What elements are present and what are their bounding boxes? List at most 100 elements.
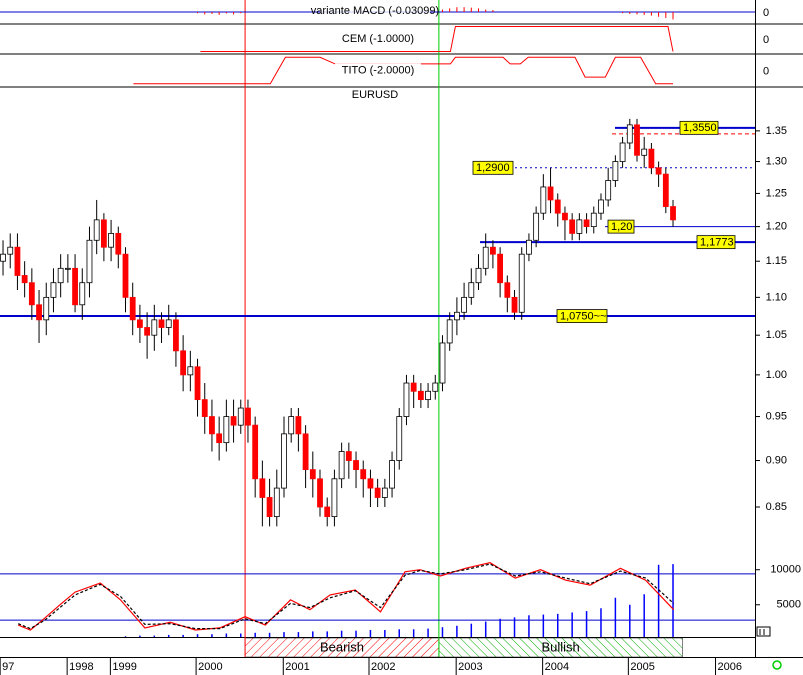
candle-body [598,199,604,214]
candle-body [583,219,590,228]
candle-body [367,478,374,489]
title-bg [335,63,421,77]
indicator-bar [485,9,487,12]
candle-body [187,366,194,376]
indicator-bar [629,12,631,14]
indicator-bar [492,10,494,12]
candle-body [634,124,640,156]
x-tick-label: 2004 [545,661,569,673]
candle-body [230,416,237,426]
candle-body [64,267,71,270]
x-tick-label: 2005 [630,661,654,673]
candle-body [605,180,612,201]
candle-body [28,282,35,306]
candle-body [100,219,107,248]
indicator-bar [211,12,213,14]
candle-body [569,219,576,234]
indicator-bar [218,12,220,15]
candle-body [389,460,395,489]
candle-body [21,275,28,284]
y-tick-label: 0 [763,7,769,19]
candle-body [273,487,280,518]
level-label: 1,2900 [476,162,510,174]
candle-body [612,161,619,181]
candle-body [7,246,14,255]
indicator-bar [622,12,624,14]
candle-body [374,487,381,498]
indicator-title: variante MACD (-0.03099) [311,5,439,17]
candle-body [288,416,295,435]
level-label: 1,3550 [683,122,717,134]
title-bg [335,32,421,45]
candle-body [338,451,345,480]
indicator-line [200,26,674,52]
candle-body [266,497,273,518]
candle-body [237,407,244,426]
candle-body [209,416,215,435]
candle-body [216,433,223,444]
candle-body [497,253,504,284]
candle-body [554,199,561,214]
candle-body [425,390,431,401]
candle-body [14,246,21,276]
y-tick-label: 1.15 [766,255,787,267]
candle-body [526,239,532,255]
indicator-bar [197,12,199,14]
indicator-bar [643,12,645,15]
candle-body [259,478,266,498]
candle-body [590,212,597,228]
candle-body [619,142,626,162]
x-tick-label: 1999 [112,661,136,673]
indicator-bar [470,7,472,12]
candle-body [57,267,64,284]
candle-body [353,460,359,471]
labels-layer: Bearish Bullish EURUSD 1.35 1.30 1.25 1.20 1.15… [2,4,801,673]
indicator-title: CEM (-1.0000) [342,33,414,45]
candle-body [331,478,338,518]
y-tick-label: 0.95 [766,410,787,422]
y-tick-label: 1.25 [766,187,787,199]
level-label-box [472,160,514,175]
candle-body [490,246,496,255]
candle-body [180,350,187,376]
candle-body [72,267,78,306]
level-label-box [696,235,736,250]
candle-body [468,282,475,298]
candle-body [324,506,331,518]
candle-body [626,124,633,144]
indicator-bar [478,8,480,12]
candle-body [504,282,511,298]
candle-body [201,399,208,417]
y-tick-label: 0 [763,34,769,46]
level-label-box [607,219,635,234]
candle-body [79,282,86,306]
candle-body [396,416,403,461]
indicator-bar [225,12,227,14]
candle-body [158,319,165,328]
candle-body [576,219,583,234]
candle-body [173,319,179,352]
title-bg [320,4,430,17]
candle-body [655,167,662,175]
candle-body [129,296,136,321]
candle-body [648,148,655,169]
level-label: 1,20 [611,221,632,233]
candle-body [0,253,6,262]
candle-body [475,267,482,284]
candle-body [151,319,158,336]
candle-body [137,319,143,328]
candle-body [461,296,467,313]
candle-body [345,451,352,461]
level-label-box [679,120,719,135]
indicator-title: TITO (-2.0000) [342,64,415,76]
candle-body [446,319,453,344]
candle-body [641,148,648,156]
candle-body [562,212,568,221]
x-tick-label: 2002 [371,661,395,673]
y-tick-label: 0.90 [766,454,787,466]
level-label: 1,0750~~ [560,310,607,322]
y-tick-label: 0.85 [766,501,787,513]
candle-body [245,407,251,426]
candle-body [50,282,57,298]
